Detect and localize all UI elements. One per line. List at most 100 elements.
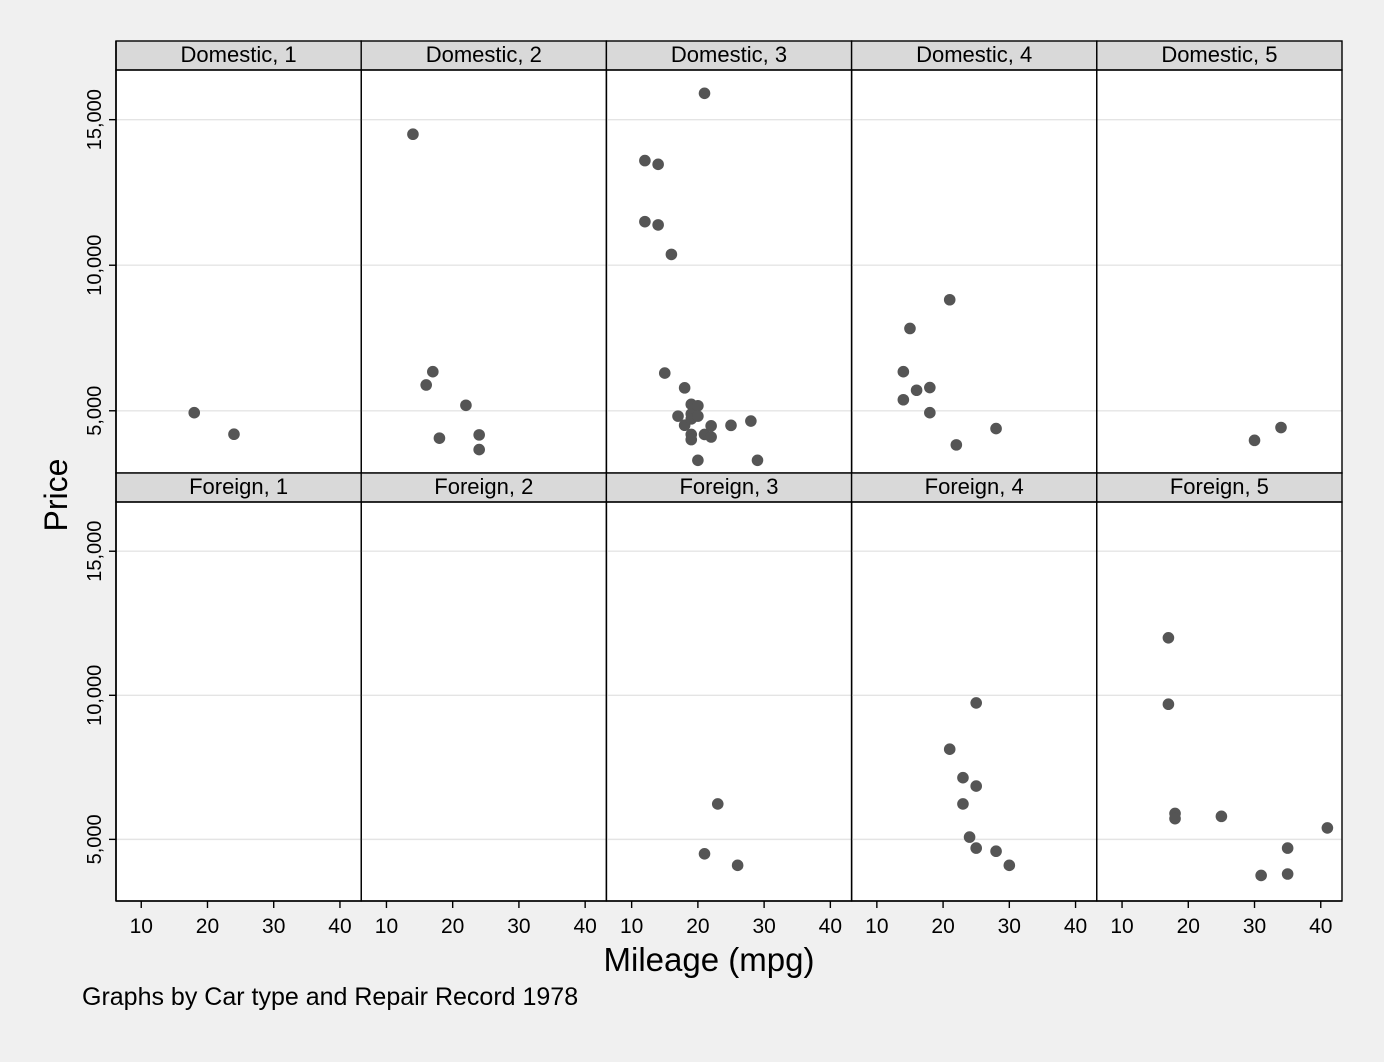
data-point [692,399,704,412]
panel: Foreign, 2 [360,472,608,902]
y-tick-label: 10,000 [84,665,106,726]
x-tick-label: 40 [1309,915,1332,938]
data-point [698,87,711,100]
data-point [685,433,698,446]
data-point [924,381,936,394]
panel: Domestic, 5 [1096,40,1343,474]
data-point [751,454,764,467]
data-point [943,293,956,306]
data-point [950,439,963,451]
panel-title: Domestic, 2 [426,42,542,67]
data-point [897,365,910,378]
x-tick-label: 10 [865,915,888,938]
panel-title: Domestic, 3 [671,42,787,67]
data-point [407,128,419,141]
plot-region [116,41,1342,901]
data-point [692,410,704,422]
x-tick-label: 40 [819,915,842,938]
data-point [473,443,485,456]
x-tick-label: 20 [686,915,709,938]
data-point [990,845,1002,858]
x-tick-label: 10 [1110,915,1133,938]
panel: Foreign, 5 [1096,472,1343,902]
y-tick-label: 15,000 [84,521,106,582]
panel: Domestic, 1 [115,40,362,474]
x-tick-label: 30 [262,915,285,938]
data-point [924,406,936,419]
data-point [1281,868,1294,880]
data-point [943,743,956,756]
plot-background [116,41,1342,901]
x-tick-label: 20 [441,915,464,938]
data-point [725,419,737,432]
panel-header [850,40,1098,71]
panel-title: Foreign, 1 [189,474,288,499]
data-point [990,422,1002,435]
y-tick-label: 5,000 [84,814,106,864]
x-tick-label: 40 [573,915,596,938]
panel-title: Foreign, 4 [925,474,1024,499]
panel-header [1096,472,1343,503]
x-tick-label: 10 [620,915,643,938]
data-point [1248,434,1261,447]
panel-title: Foreign, 5 [1170,474,1269,499]
panel-title: Domestic, 4 [916,42,1032,67]
data-point [692,454,704,467]
data-point [731,859,744,872]
data-point [745,415,757,427]
x-tick-label: 30 [507,915,530,938]
y-axes: 5,000 10,000 15,000 5,000 10,000 15,000 [84,41,117,901]
data-point [1255,869,1267,882]
data-point [970,697,982,709]
data-point [957,798,969,810]
data-point [1003,859,1016,872]
data-point [420,379,432,391]
data-point [963,831,976,843]
panel-header [850,472,1098,503]
panel-title: Foreign, 3 [679,474,778,499]
data-point [1275,421,1287,434]
data-point [652,158,664,171]
data-point [1162,698,1175,711]
x-tick-label: 20 [931,915,954,938]
data-point [672,410,684,422]
data-point [910,384,923,397]
data-point [473,429,485,441]
y-tick-label: 10,000 [84,235,106,296]
panel: Domestic, 4 [850,40,1098,474]
x-tick-label: 30 [752,915,775,938]
data-point [228,428,240,441]
data-point [705,420,717,432]
x-tick-label: 10 [375,915,398,938]
data-point [427,365,439,378]
data-point [1162,632,1175,644]
data-point [970,780,982,792]
data-point [460,399,472,412]
panel-header [1096,40,1343,71]
chart-note: Graphs by Car type and Repair Record 197… [82,983,579,1011]
data-point [639,154,651,167]
data-point [665,248,678,261]
x-tick-label: 20 [196,915,219,938]
x-tick-label: 40 [328,915,351,938]
y-tick-label: 5,000 [84,386,106,436]
data-point [639,215,651,228]
panel-header [115,40,362,71]
panel-title: Foreign, 2 [434,474,533,499]
x-axis-label: Mileage (mpg) [604,941,815,978]
data-point [678,382,691,394]
x-tick-label: 20 [1177,915,1200,938]
data-point [658,367,671,379]
x-axes: 10 20 30 40 10 20 30 40 10 20 30 40 10 20 30 40 10 20 30 40 [116,900,1342,938]
panel-title: Domestic, 5 [1161,42,1277,67]
data-point [897,393,910,406]
data-point [957,771,969,784]
x-tick-label: 30 [1243,915,1266,938]
panel: Foreign, 4 [850,472,1098,902]
data-point [970,842,982,854]
y-tick-label: 15,000 [84,89,106,150]
x-tick-label: 30 [998,915,1021,938]
data-point [904,322,916,335]
